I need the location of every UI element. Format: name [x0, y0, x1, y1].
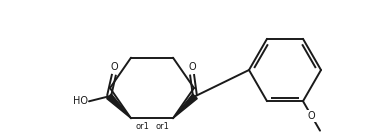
Polygon shape: [107, 94, 131, 118]
Text: or1: or1: [155, 122, 169, 131]
Text: O: O: [110, 62, 118, 72]
Text: or1: or1: [135, 122, 149, 131]
Text: O: O: [308, 111, 315, 121]
Text: HO: HO: [73, 96, 88, 106]
Text: O: O: [188, 62, 196, 72]
Polygon shape: [173, 94, 197, 118]
